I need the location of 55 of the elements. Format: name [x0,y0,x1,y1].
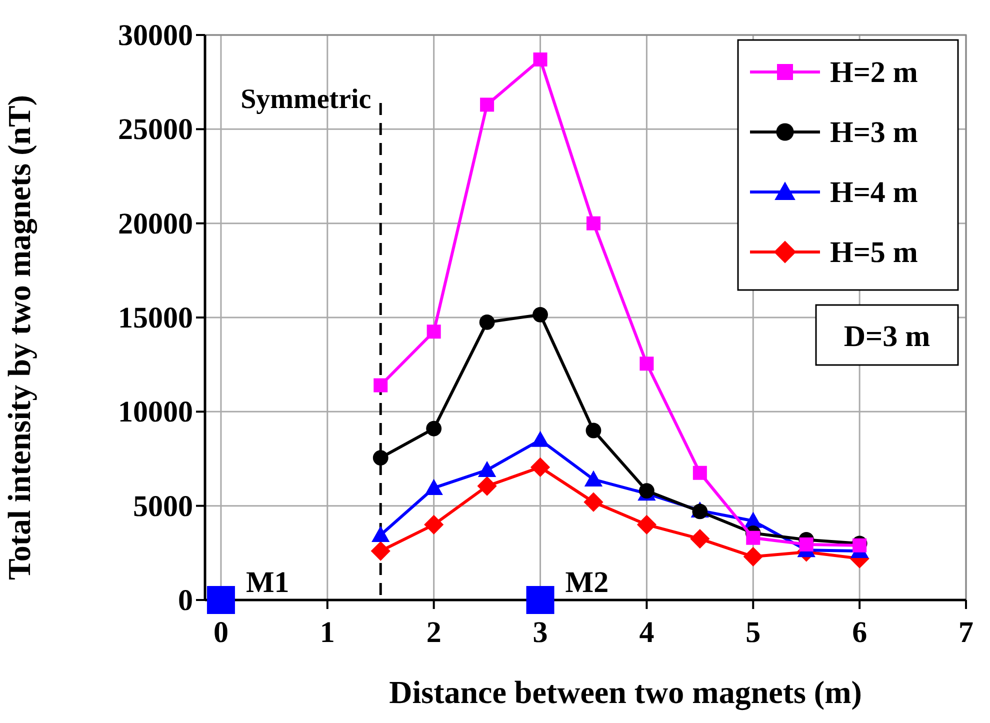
point [372,526,390,542]
point [206,586,235,614]
point [426,324,441,339]
point [370,541,390,561]
y-tick-label: 15000 [118,302,193,334]
x-tick-label: 4 [639,616,654,649]
point [374,378,388,392]
point [530,457,550,478]
x-tick-label: 2 [426,616,442,649]
legend-label: H=2 m [830,56,918,89]
point [692,504,708,520]
point [533,52,548,66]
point [584,492,604,512]
point [586,216,600,230]
point [526,586,554,614]
point [690,528,710,549]
legend-label: H=3 m [830,116,918,149]
point [743,546,763,566]
x-tick-label: 7 [958,616,974,649]
y-axis-title: Total intensity by two magnets (nT) [1,94,38,580]
point [692,466,707,480]
point [426,420,442,436]
x-tick-label: 3 [532,616,548,649]
x-tick-label: 5 [746,616,761,649]
y-tick-label: 5000 [133,490,193,523]
point [584,470,603,486]
point [478,460,496,478]
point [424,514,444,534]
annotation: M2 [565,566,609,599]
ref-line-label: Symmetric [240,84,372,115]
x-tick-label: 1 [320,616,335,649]
x-tick-label: 0 [213,616,228,649]
point [532,306,548,322]
point [799,537,814,552]
point [586,422,602,438]
point [480,98,494,112]
point [640,356,654,371]
x-tick-label: 6 [852,616,868,649]
y-tick-label: 30000 [118,19,193,52]
point [479,314,495,330]
point [372,450,388,466]
annotation: D=3 m [844,320,930,353]
y-tick-label: 0 [178,584,193,617]
point [531,430,550,447]
y-tick-label: 20000 [118,207,193,240]
y-tick-label: 10000 [118,396,193,429]
x-axis-title: Distance between two magnets (m) [389,674,862,711]
point [477,476,497,496]
annotation: M1 [246,566,290,599]
point [424,478,443,495]
y-tick-label: 25000 [118,113,193,146]
point [746,530,760,545]
legend-label: H=4 m [830,176,918,209]
legend-label: H=5 m [830,236,918,269]
point [636,514,656,534]
